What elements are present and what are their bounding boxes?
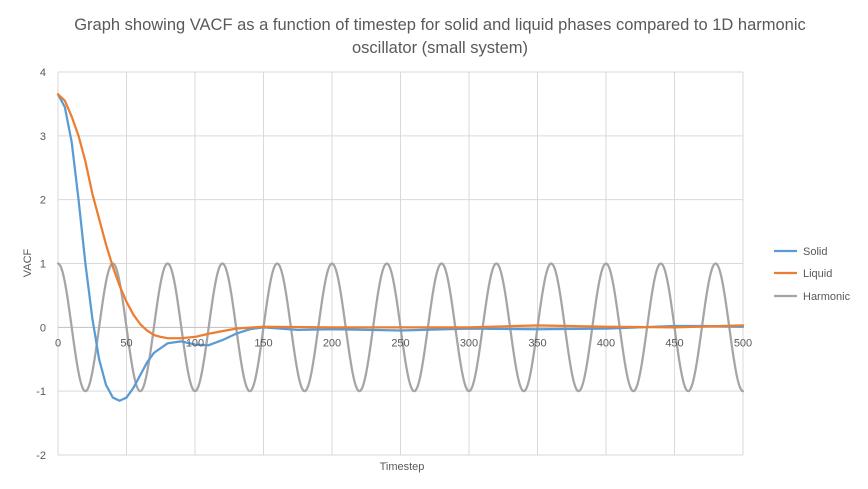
x-tick-label: 150 [254, 337, 272, 349]
tick-labels: -2 -1 0 1 2 3 4 0 50 100 150 200 250 300 350 400 450 500 [36, 67, 752, 462]
chart-title: Graph showing VACF as a function of time… [74, 16, 806, 57]
x-tick-label: 200 [323, 337, 341, 349]
legend-label: Harmonic [803, 291, 851, 303]
y-tick-label: 3 [40, 131, 46, 143]
series-line-liquid [56, 93, 745, 340]
x-tick-label: 250 [391, 337, 409, 349]
y-tick-label: 1 [40, 259, 46, 271]
x-tick-label: 400 [597, 337, 615, 349]
y-tick-label: -2 [36, 450, 46, 462]
x-tick-label: 50 [120, 337, 132, 349]
legend-label: Liquid [803, 268, 832, 280]
y-tick-label: 4 [40, 67, 46, 79]
x-axis-title: Timestep [380, 461, 425, 473]
gridlines [57, 71, 744, 456]
x-tick-label: 100 [186, 337, 204, 349]
x-tick-label: 0 [55, 337, 61, 349]
series-line-solid [56, 93, 745, 402]
y-tick-label: -1 [36, 386, 46, 398]
x-tick-label: 300 [460, 337, 478, 349]
series-lines [56, 93, 745, 402]
x-tick-label: 350 [528, 337, 546, 349]
legend-label: Solid [803, 246, 827, 258]
x-tick-label: 500 [734, 337, 752, 349]
y-tick-label: 0 [40, 322, 46, 334]
x-tick-label: 450 [665, 337, 683, 349]
legend: Solid Liquid Harmonic [774, 246, 851, 303]
y-tick-label: 2 [40, 195, 46, 207]
y-axis-title: VACF [22, 248, 34, 277]
